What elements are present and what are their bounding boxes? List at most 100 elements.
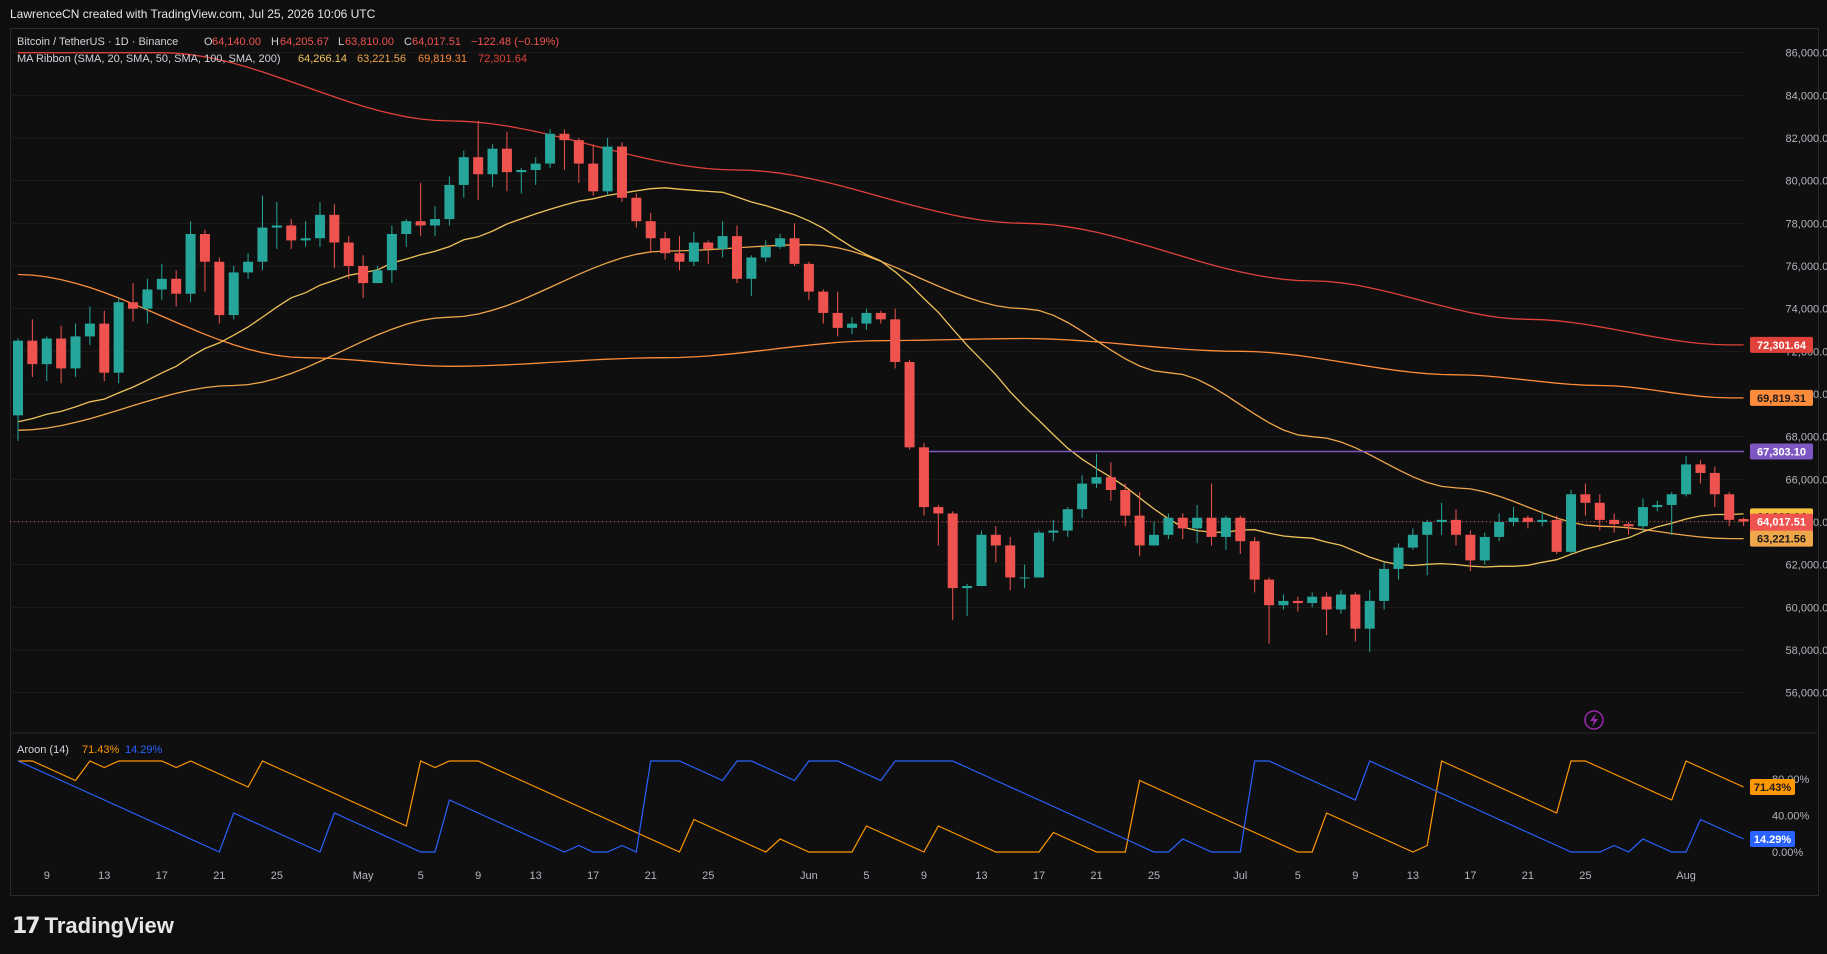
candle[interactable]: [27, 340, 38, 365]
candle[interactable]: [358, 266, 369, 284]
candle[interactable]: [1292, 600, 1303, 604]
tradingview-logo[interactable]: 17 TradingView: [12, 913, 174, 939]
candle[interactable]: [1738, 519, 1749, 522]
candle[interactable]: [688, 242, 699, 262]
candle[interactable]: [1105, 477, 1116, 490]
candle[interactable]: [516, 170, 527, 173]
candle[interactable]: [1407, 534, 1418, 548]
candle[interactable]: [660, 238, 671, 254]
candle[interactable]: [214, 261, 225, 316]
candle[interactable]: [1249, 541, 1260, 580]
candle[interactable]: [1134, 515, 1145, 546]
candle[interactable]: [1206, 517, 1217, 537]
candle[interactable]: [473, 157, 484, 175]
candle[interactable]: [545, 133, 556, 164]
candle[interactable]: [1235, 517, 1246, 542]
candle[interactable]: [818, 291, 829, 313]
candle[interactable]: [717, 236, 728, 249]
candle[interactable]: [573, 140, 584, 164]
candle[interactable]: [1350, 594, 1361, 629]
candle[interactable]: [401, 221, 412, 234]
candle[interactable]: [1019, 577, 1030, 579]
candle[interactable]: [962, 586, 973, 589]
candle[interactable]: [1335, 594, 1346, 610]
candle[interactable]: [228, 272, 239, 316]
candle[interactable]: [501, 148, 512, 173]
ma100-line[interactable]: [17, 273, 1744, 399]
candle[interactable]: [1163, 517, 1174, 535]
candle[interactable]: [1278, 600, 1289, 606]
candle[interactable]: [1033, 532, 1044, 578]
candle[interactable]: [1609, 519, 1620, 525]
candle[interactable]: [703, 242, 714, 249]
candle[interactable]: [832, 312, 843, 328]
candle[interactable]: [1091, 477, 1102, 484]
candle[interactable]: [458, 157, 469, 185]
aroon-up-line[interactable]: [18, 760, 1744, 853]
candle[interactable]: [1566, 494, 1577, 552]
candle[interactable]: [1637, 507, 1648, 527]
chart-legend[interactable]: Bitcoin / TetherUS · 1D · Binance O 64,1…: [17, 36, 559, 756]
candle[interactable]: [487, 148, 498, 175]
candle[interactable]: [271, 225, 282, 228]
candle[interactable]: [775, 238, 786, 247]
candle[interactable]: [1479, 536, 1490, 561]
lightning-icon[interactable]: [1584, 710, 1604, 730]
candle[interactable]: [444, 184, 455, 220]
candle[interactable]: [1551, 519, 1562, 552]
candle[interactable]: [1537, 519, 1548, 522]
candle[interactable]: [257, 227, 268, 262]
candle[interactable]: [1709, 472, 1720, 495]
candle[interactable]: [1379, 568, 1390, 601]
candle[interactable]: [70, 336, 81, 369]
candle[interactable]: [732, 236, 742, 279]
candle[interactable]: [1724, 494, 1735, 520]
candle[interactable]: [99, 323, 110, 373]
candle[interactable]: [430, 219, 441, 226]
candle[interactable]: [803, 263, 814, 292]
candle[interactable]: [1192, 517, 1203, 529]
candle[interactable]: [286, 225, 297, 241]
candle[interactable]: [1451, 519, 1461, 535]
candle[interactable]: [329, 214, 340, 243]
candle[interactable]: [1393, 547, 1404, 569]
candle[interactable]: [1666, 494, 1677, 505]
candle[interactable]: [372, 270, 383, 284]
candle[interactable]: [933, 507, 944, 514]
candle[interactable]: [415, 221, 426, 226]
candle[interactable]: [947, 513, 958, 589]
candle[interactable]: [1264, 579, 1275, 606]
candle[interactable]: [760, 246, 771, 258]
candle[interactable]: [746, 257, 757, 279]
candle[interactable]: [530, 163, 541, 170]
candle[interactable]: [631, 197, 642, 222]
candle[interactable]: [1508, 517, 1519, 522]
candle[interactable]: [1364, 600, 1375, 629]
candle[interactable]: [1436, 519, 1447, 522]
candle[interactable]: [128, 302, 139, 309]
candle[interactable]: [1062, 509, 1073, 531]
candle[interactable]: [1594, 502, 1605, 520]
candle[interactable]: [875, 312, 886, 320]
candle[interactable]: [1522, 517, 1533, 522]
candle[interactable]: [142, 289, 153, 309]
candle[interactable]: [1623, 524, 1634, 527]
candle[interactable]: [1681, 464, 1692, 495]
ma200-line[interactable]: [18, 52, 1744, 346]
candle[interactable]: [602, 146, 613, 192]
candle[interactable]: [861, 312, 872, 324]
candle[interactable]: [976, 534, 987, 586]
candle[interactable]: [199, 234, 210, 262]
candle[interactable]: [990, 534, 1001, 546]
candle[interactable]: [41, 338, 52, 365]
candle[interactable]: [156, 278, 167, 290]
aroon-down-line[interactable]: [17, 760, 1744, 853]
candle[interactable]: [1005, 545, 1016, 578]
candle[interactable]: [918, 447, 929, 508]
candle[interactable]: [13, 340, 23, 416]
candle[interactable]: [559, 133, 570, 141]
candle[interactable]: [789, 238, 800, 264]
candle[interactable]: [300, 238, 311, 241]
candle[interactable]: [185, 234, 196, 294]
candle[interactable]: [386, 234, 397, 271]
